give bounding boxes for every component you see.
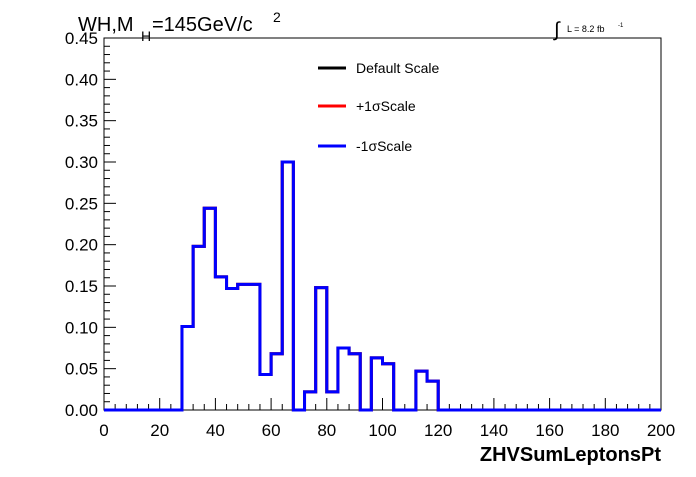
x-tick-label: 100 (368, 421, 396, 440)
y-tick-label: 0.25 (65, 194, 98, 213)
chart-title-rest: =145GeV/c (152, 14, 253, 36)
chart-title-subscript: H (141, 28, 151, 44)
y-tick-label: 0.20 (65, 236, 98, 255)
luminosity-label: L = 8.2 fb (567, 24, 604, 34)
y-tick-label: 0.00 (65, 401, 98, 420)
series-line-2 (104, 160, 661, 412)
y-tick-label: 0.15 (65, 277, 98, 296)
legend-entry-plus1sigma: +1σScale (318, 98, 416, 114)
series-layer (104, 160, 661, 412)
legend-entry-minus1sigma: -1σScale (318, 138, 412, 154)
x-tick-label: 0 (99, 421, 108, 440)
x-axis-title: ZHVSumLeptonsPt (480, 444, 661, 466)
legend: Default Scale +1σScale -1σScale (318, 60, 439, 154)
legend-label-minus1sigma: -1σScale (356, 138, 412, 154)
integral-sign: ∫ (553, 19, 561, 41)
chart-title: WH,M (78, 14, 134, 36)
x-tick-label: 40 (206, 421, 225, 440)
y-tick-label: 0.10 (65, 318, 98, 337)
y-tick-label: 0.30 (65, 153, 98, 172)
chart-title-main: WH,M (78, 14, 134, 36)
x-tick-label: 80 (317, 421, 336, 440)
chart-title-superscript: 2 (273, 9, 281, 25)
x-tick-label: 20 (150, 421, 169, 440)
plot-frame (103, 37, 662, 411)
x-tick-label: 200 (647, 421, 675, 440)
x-tick-label: 60 (262, 421, 281, 440)
x-tick-label: 180 (591, 421, 619, 440)
luminosity-superscript: -1 (618, 23, 624, 29)
y-tick-label: 0.45 (65, 29, 98, 48)
series-line-0 (104, 160, 661, 412)
legend-label-plus1sigma: +1σScale (356, 98, 416, 114)
legend-label-default: Default Scale (356, 60, 439, 76)
x-tick-label: 120 (424, 421, 452, 440)
x-tick-label: 140 (480, 421, 508, 440)
series-line-1 (104, 160, 661, 412)
axes-group: 0.00 0.05 0.10 0.15 0.20 0.25 0.30 0.35 0.40 0.45… (65, 29, 675, 440)
y-tick-label: 0.40 (65, 70, 98, 89)
y-tick-label: 0.35 (65, 112, 98, 131)
x-tick-label: 160 (535, 421, 563, 440)
legend-entry-default: Default Scale (318, 60, 439, 76)
y-tick-label: 0.05 (65, 360, 98, 379)
